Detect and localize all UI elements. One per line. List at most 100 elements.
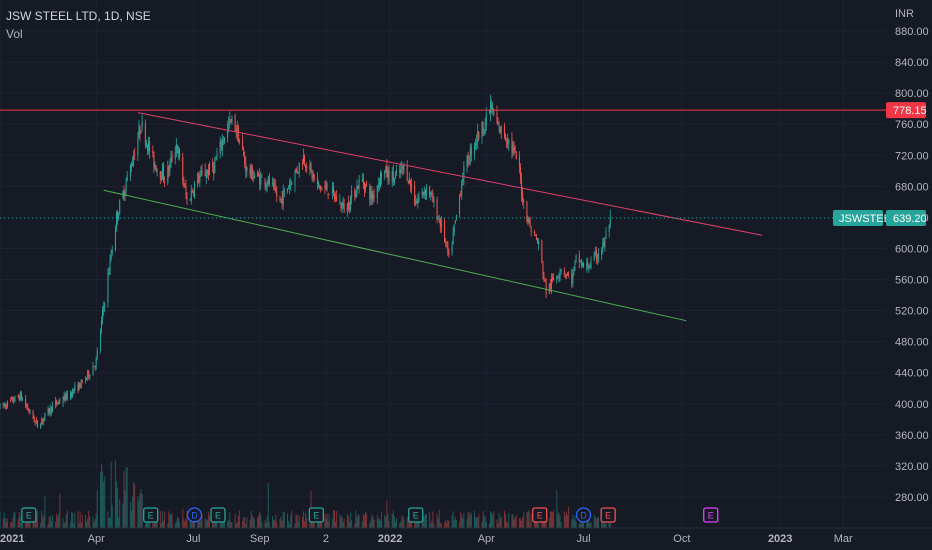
volume-bar	[266, 516, 268, 528]
candle-body	[373, 194, 375, 198]
candle-body	[550, 278, 552, 289]
volume-bar	[334, 510, 336, 528]
volume-indicator-label[interactable]: Vol	[6, 27, 23, 41]
symbol-title[interactable]: JSW STEEL LTD, 1D, NSE	[6, 9, 151, 23]
earnings-marker[interactable]: E	[21, 507, 37, 523]
volume-bar	[17, 518, 19, 528]
time-scale[interactable]: 2021 Apr Jul Sep 2 2022 Apr Jul Oct 2023 Mar	[0, 527, 932, 550]
candle-body	[71, 392, 73, 397]
candle-body	[341, 204, 343, 208]
candle-body	[410, 184, 412, 188]
candle-body	[589, 266, 591, 268]
candle-body	[26, 405, 28, 407]
candle-body	[350, 197, 352, 209]
candle-body	[392, 170, 394, 181]
candle-body	[62, 400, 64, 404]
candle-body	[608, 225, 610, 232]
candle-body	[192, 193, 194, 195]
candle-body	[542, 262, 544, 275]
volume-bar	[324, 514, 326, 528]
dividend-marker[interactable]: D	[575, 507, 592, 523]
volume-bar	[163, 520, 165, 528]
candle-body	[439, 219, 441, 228]
volume-bar	[340, 517, 342, 528]
candle-body	[432, 193, 434, 203]
drawings[interactable]	[0, 109, 886, 322]
volume-bar	[339, 514, 341, 528]
earnings-marker[interactable]: E	[600, 507, 616, 523]
candle-body	[583, 263, 585, 268]
volume-bar	[478, 514, 480, 528]
earnings-marker[interactable]: E	[703, 507, 719, 523]
volume-bar	[462, 518, 464, 528]
volume-bar	[40, 523, 42, 528]
volume-bar	[104, 476, 106, 528]
candle-body	[454, 220, 456, 224]
candle-body	[362, 179, 364, 185]
candle-body	[78, 382, 80, 391]
chart-legend: JSW STEEL LTD, 1D, NSE Vol	[6, 7, 151, 43]
earnings-marker[interactable]: E	[143, 507, 159, 523]
candle-body	[208, 163, 210, 176]
volume-bar	[154, 518, 156, 528]
candle-body	[88, 370, 90, 377]
volume-bar	[342, 522, 344, 528]
earnings-marker[interactable]: E	[308, 507, 325, 523]
volume-bar	[65, 513, 67, 528]
candle-body	[189, 199, 191, 201]
time-tick-label: 2	[323, 533, 329, 545]
candle-body	[66, 393, 68, 399]
candle-body	[499, 126, 501, 133]
candle-body	[11, 397, 13, 400]
last-price-tag-value: 639.20	[893, 213, 927, 225]
candle-body	[219, 140, 221, 154]
volume-bar	[357, 514, 359, 528]
candle-body	[528, 218, 530, 223]
volume-bar	[126, 467, 128, 528]
time-tick-label: Jul	[577, 533, 591, 545]
volume-bar	[93, 522, 95, 528]
volume-bar	[559, 515, 561, 528]
candle-body	[259, 174, 261, 186]
candle-body	[2, 403, 4, 406]
volume-bar	[290, 515, 292, 528]
candle-body	[305, 165, 307, 169]
earnings-marker-box	[600, 507, 616, 523]
candle-body	[92, 366, 94, 376]
candle-body	[153, 151, 155, 168]
volume-bar	[519, 518, 521, 528]
candle-body	[117, 211, 119, 219]
candle-body	[201, 170, 203, 173]
earnings-marker[interactable]: E	[210, 507, 226, 523]
volume-bar	[230, 522, 232, 528]
earnings-marker[interactable]: E	[532, 507, 548, 523]
candle-body	[403, 164, 405, 171]
candle-body	[197, 173, 199, 186]
volume-bar	[129, 501, 131, 528]
volume-bar	[179, 522, 181, 528]
candle-body	[265, 185, 267, 188]
volume-bar	[124, 490, 126, 528]
candle-body	[605, 232, 607, 238]
candle-body	[529, 217, 531, 228]
candle-body	[481, 121, 483, 138]
candle-body	[438, 219, 440, 222]
price-scale[interactable]: INR 280.00 320.00 360.00 400.00 440.00 480.00…	[886, 0, 932, 528]
volume-bar	[596, 517, 598, 528]
dividend-marker[interactable]: D	[186, 507, 203, 523]
volume-bar	[148, 520, 150, 528]
candle-body	[295, 169, 297, 170]
volume-bar	[455, 519, 457, 528]
volume-bar	[273, 519, 275, 528]
volume-bar	[55, 521, 57, 528]
candle-body	[33, 417, 35, 423]
volume-bar	[276, 522, 278, 528]
candle-body	[133, 156, 135, 163]
earnings-marker[interactable]: E	[408, 507, 424, 523]
volume-bar	[593, 515, 595, 528]
volume-bar	[346, 514, 348, 528]
volume-bar	[500, 516, 502, 528]
volume-bar	[25, 520, 27, 528]
